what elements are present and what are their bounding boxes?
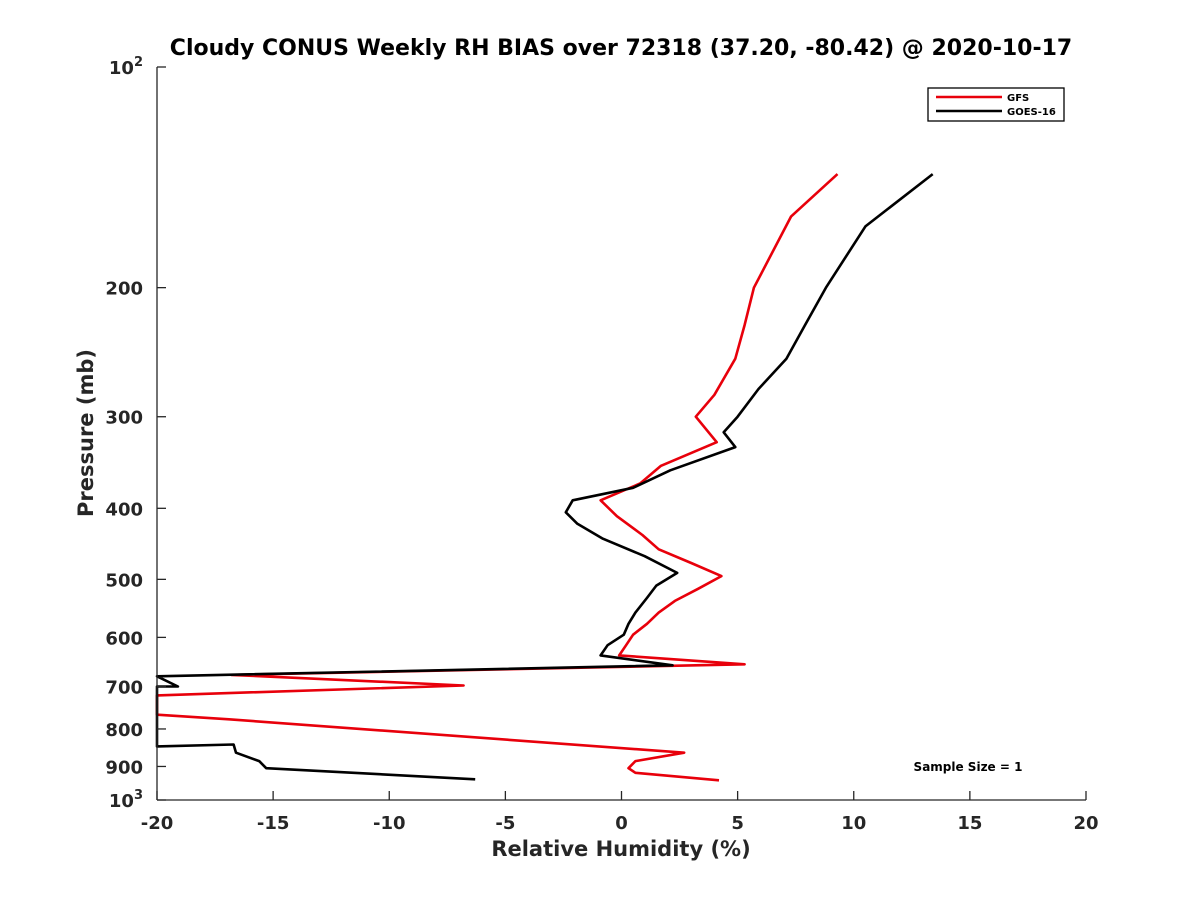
chart-title: Cloudy CONUS Weekly RH BIAS over 72318 (… (170, 36, 1072, 61)
legend-label-goes16: GOES-16 (1007, 107, 1056, 118)
y-tick-label: 800 (105, 720, 143, 741)
y-tick-label: 300 (105, 408, 143, 429)
x-tick-label: 15 (957, 813, 982, 834)
sample-size-annotation: Sample Size = 1 (914, 760, 1023, 774)
y-tick-label: 600 (105, 628, 143, 649)
x-tick-label: -10 (373, 813, 406, 834)
y-tick-label: 500 (105, 570, 143, 591)
y-tick-label: 700 (105, 677, 143, 698)
y-tick-label: 900 (105, 757, 143, 778)
x-tick-label: -15 (257, 813, 290, 834)
x-axis-label: Relative Humidity (%) (491, 837, 750, 861)
y-tick-label: 200 (105, 279, 143, 300)
y-tick-label-bottom: 103 (109, 788, 143, 812)
y-axis-label: Pressure (mb) (74, 349, 98, 517)
series-layer (155, 173, 934, 782)
y-tick-label: 400 (105, 499, 143, 520)
x-tick-label: 10 (841, 813, 866, 834)
axes-layer: -20 -15 -10 -5 0 5 10 15 20 200 300 400 500 600 700 800… (105, 55, 1098, 834)
legend-label-gfs: GFS (1007, 93, 1029, 104)
series-line-gfs (155, 173, 839, 782)
legend-box (927, 87, 1065, 122)
x-tick-label: 20 (1073, 813, 1098, 834)
x-tick-label: -5 (495, 813, 515, 834)
x-tick-label: 0 (615, 813, 628, 834)
series-line-goes16 (155, 173, 934, 781)
x-tick-label: 5 (731, 813, 744, 834)
y-tick-label-top: 102 (109, 55, 143, 79)
legend: GFS GOES-16 (927, 87, 1065, 122)
x-tick-label: -20 (141, 813, 174, 834)
